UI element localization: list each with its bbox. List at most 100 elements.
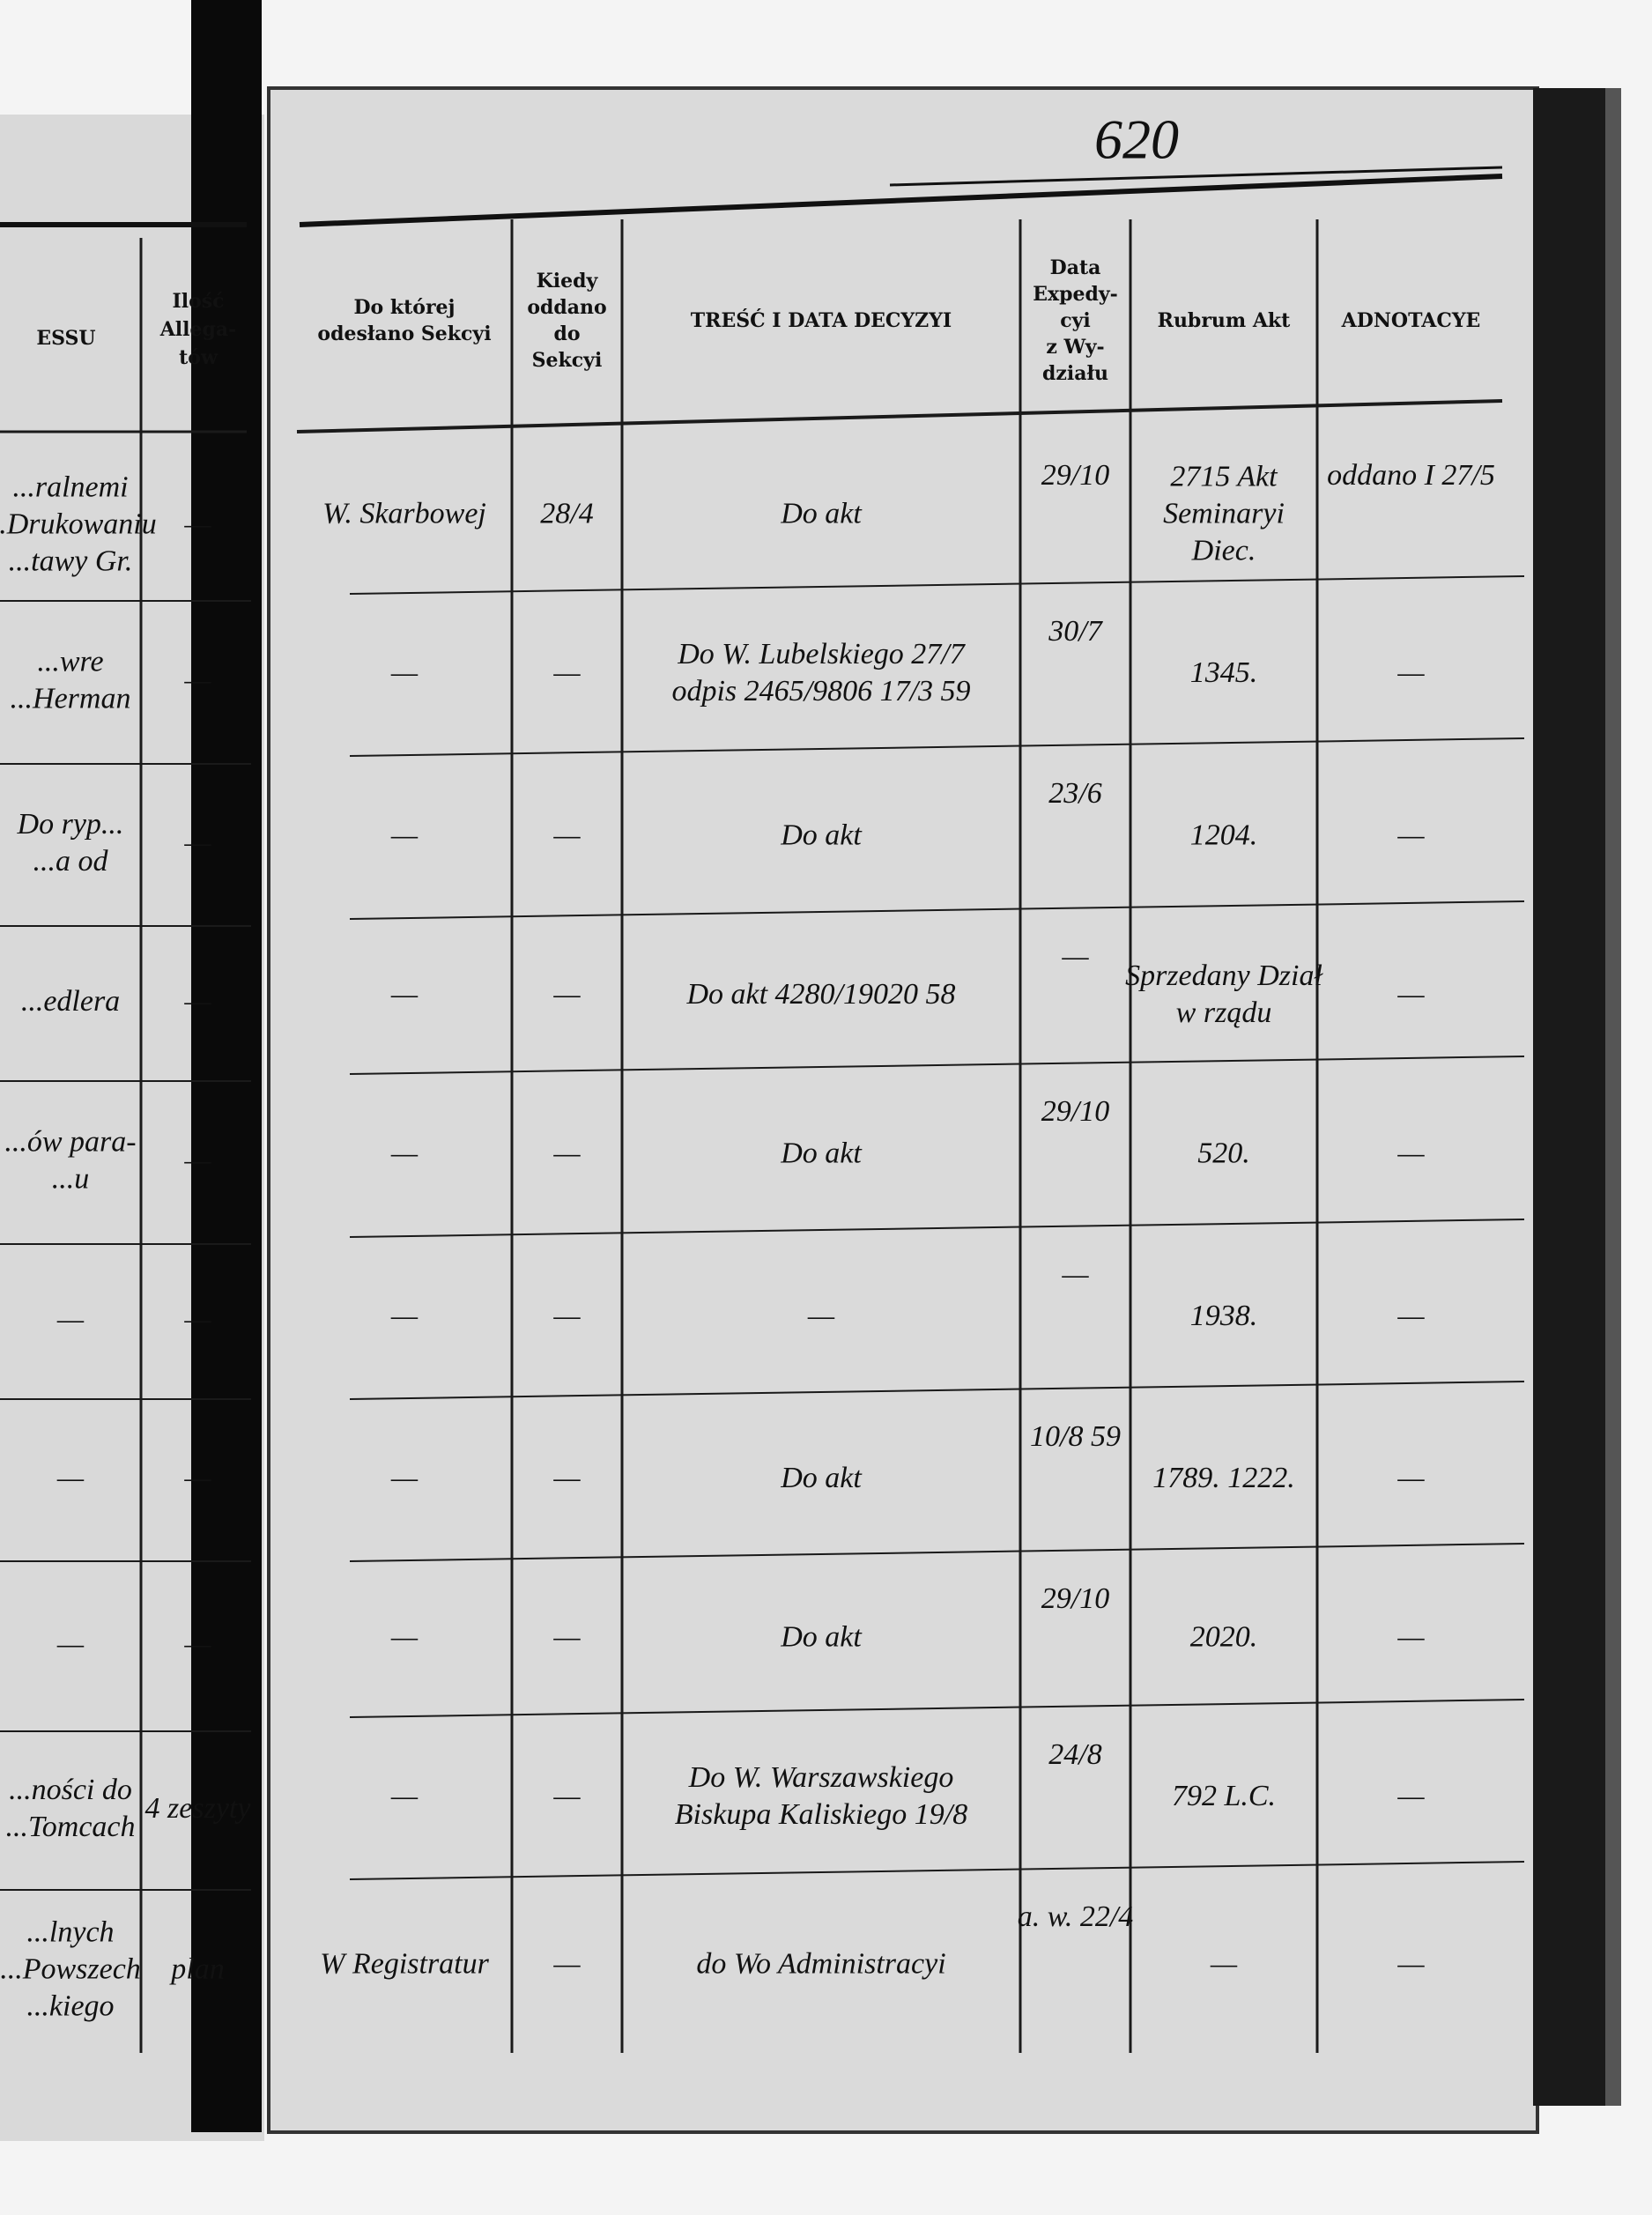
cell-text: Do W. Warszawskiego [688, 1761, 954, 1794]
cell-text: — [390, 1462, 419, 1494]
cell-text: ...ności do [9, 1774, 132, 1806]
cell-text: — [390, 819, 419, 851]
cell-text: — [552, 1620, 581, 1653]
cell-text: ...Drukowaniu [0, 507, 157, 540]
rule [349, 1219, 1525, 1238]
cell-text: — [552, 978, 581, 1011]
cell-text: — [1396, 1462, 1425, 1494]
cell-text: — [390, 1620, 419, 1653]
cell-text: — [183, 1462, 211, 1494]
page-edge-light [1605, 88, 1621, 2106]
cell-text: 1789. 1222. [1152, 1462, 1295, 1494]
rule [349, 575, 1525, 595]
cell-text: — [1061, 940, 1089, 973]
column-header: działu [1042, 362, 1108, 385]
cell-text: 520. [1197, 1137, 1250, 1169]
cell-text: Do ryp... [17, 808, 124, 841]
cell-text: 1938. [1190, 1300, 1258, 1332]
cell-text: — [1396, 1780, 1425, 1812]
column-header: Data [1050, 256, 1101, 279]
column-header: Rubrum Akt [1158, 309, 1291, 332]
cell-text: 24/8 [1048, 1738, 1101, 1771]
cell-text: ...edlera [21, 985, 120, 1018]
cell-text: Do akt [780, 819, 863, 851]
cell-text: w rządu [1176, 996, 1272, 1029]
cell-text: Do akt [780, 1462, 863, 1494]
cell-text: ...kiego [26, 1989, 114, 2022]
cell-text: — [183, 1303, 211, 1336]
cell-text: — [1210, 1947, 1238, 1980]
column-header: cyi [1060, 309, 1091, 332]
cell-text: — [56, 1462, 85, 1494]
cell-text: Do akt [780, 497, 863, 530]
column-header: Sekcyi [532, 349, 603, 372]
rule [299, 174, 1503, 227]
cell-text: — [552, 1462, 581, 1494]
binding [191, 0, 262, 2132]
column-header: oddano [527, 296, 606, 319]
page-number: 620 [1094, 108, 1179, 171]
cell-text: 29/10 [1041, 1095, 1109, 1128]
column-header: Kiedy [537, 270, 599, 293]
cell-text: — [56, 1627, 85, 1660]
cell-text: 1345. [1190, 656, 1258, 689]
cell-text: — [552, 1137, 581, 1169]
cell-text: ...lnych [26, 1915, 114, 1948]
cell-text: ...Tomcach [5, 1811, 135, 1843]
cell-text: 1204. [1190, 819, 1258, 851]
cell-text: — [1396, 1620, 1425, 1653]
cell-text: 2020. [1190, 1620, 1258, 1653]
cell-text: Sprzedany Dział [1125, 959, 1323, 992]
cell-text: Do akt [780, 1137, 863, 1169]
cell-text: Do akt 4280/19020 58 [685, 978, 955, 1011]
cell-text: ...ralnemi [12, 470, 128, 503]
column-header: Expedy- [1033, 283, 1118, 306]
cell-text: — [390, 1137, 419, 1169]
cell-text: do Wo Administracyi [696, 1947, 945, 1980]
column-header: z Wy- [1046, 336, 1104, 359]
cell-text: — [390, 1780, 419, 1812]
cell-text: Do W. Lubelskiego 27/7 [677, 638, 967, 670]
cell-text: — [390, 656, 419, 689]
column-header: do [553, 322, 580, 345]
cell-text: Seminaryi [1163, 497, 1285, 530]
cell-text: — [552, 1300, 581, 1332]
cell-text: — [552, 1947, 581, 1980]
cell-text: — [183, 1627, 211, 1660]
cell-text: Do akt [780, 1620, 863, 1653]
column-header: Allega- [159, 318, 237, 341]
column-header: Ilość [172, 290, 224, 313]
cell-text: — [552, 656, 581, 689]
column-header: Do której [353, 296, 455, 319]
column-header: odesłano Sekcyi [317, 322, 491, 345]
cell-text: 29/10 [1041, 1582, 1109, 1615]
cell-text: oddano I 27/5 [1327, 459, 1495, 492]
cell-text: — [183, 1144, 211, 1176]
column-header: ADNOTACYE [1341, 309, 1481, 332]
cell-text: 10/8 59 [1030, 1420, 1121, 1453]
rule [349, 1381, 1525, 1400]
cell-text: a. w. 22/4 [1018, 1900, 1134, 1933]
cell-text: — [552, 1780, 581, 1812]
cell-text: odpis 2465/9806 17/3 59 [671, 675, 970, 707]
cell-text: 29/10 [1041, 459, 1109, 492]
cell-text: Diec. [1191, 534, 1256, 567]
cell-text: — [390, 1300, 419, 1332]
cell-text: ...Herman [11, 682, 131, 715]
cell-text: 28/4 [540, 497, 593, 530]
cell-text: — [183, 985, 211, 1018]
cell-text: W Registratur [320, 1947, 489, 1980]
cell-text: 23/6 [1048, 777, 1101, 810]
cell-text: 30/7 [1048, 615, 1103, 648]
cell-text: — [183, 663, 211, 696]
cell-text: — [183, 507, 211, 540]
cell-text: ...ów para- [4, 1125, 136, 1158]
rule [889, 166, 1503, 187]
cell-text: W. Skarbowej [322, 497, 486, 530]
cell-text: Biskupa Kaliskiego 19/8 [675, 1798, 967, 1831]
cell-text: plan [169, 1952, 224, 1985]
cell-text: ...a od [33, 845, 109, 878]
cell-text: 4 zeszyty [145, 1792, 252, 1825]
column-header: ESSU [36, 327, 95, 350]
